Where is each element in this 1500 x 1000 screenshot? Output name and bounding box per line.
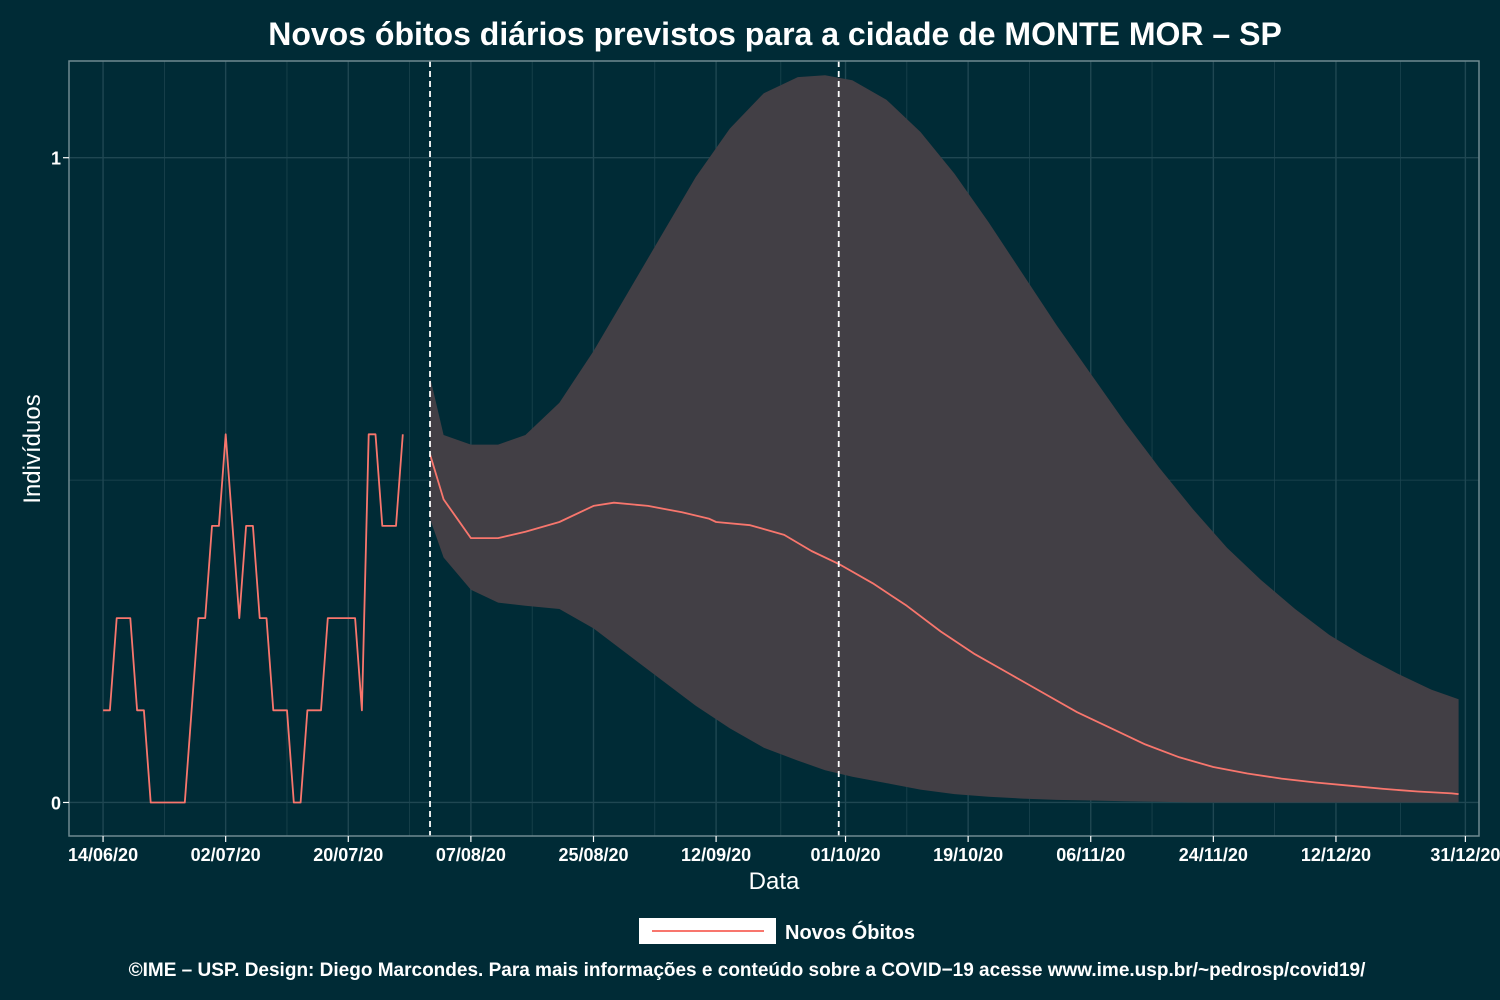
x-tick-label: 12/12/20 — [1301, 845, 1371, 865]
y-tick-label: 0 — [51, 793, 61, 813]
legend-label: Novos Óbitos — [785, 920, 915, 944]
x-tick-label: 02/07/20 — [191, 845, 261, 865]
confidence-band — [430, 75, 1459, 803]
x-tick-label: 01/10/20 — [810, 845, 880, 865]
series-lines — [103, 433, 1459, 804]
legend: Novos Óbitos — [639, 918, 915, 944]
x-tick-label: 14/06/20 — [68, 845, 138, 865]
y-axis-ticks: 01 — [51, 149, 69, 813]
x-tick-label: 19/10/20 — [933, 845, 1003, 865]
x-tick-label: 06/11/20 — [1056, 845, 1125, 865]
x-tick-label: 07/08/20 — [436, 845, 506, 865]
confidence-ribbon — [430, 75, 1459, 803]
x-axis-title: Data — [749, 868, 800, 895]
x-tick-label: 12/09/20 — [681, 845, 751, 865]
plot-panel-border — [68, 60, 1480, 837]
y-axis-title: Indivíduos — [19, 394, 46, 503]
chart-title: Novos óbitos diários previstos para a ci… — [268, 16, 1282, 52]
x-tick-label: 20/07/20 — [313, 845, 383, 865]
vertical-reference-lines — [429, 61, 840, 836]
x-tick-label: 24/11/20 — [1179, 845, 1248, 865]
x-tick-label: 25/08/20 — [558, 845, 628, 865]
x-tick-label: 31/12/20 — [1430, 845, 1500, 865]
observed-line — [103, 433, 404, 804]
footer-credit: ©IME – USP. Design: Diego Marcondes. Par… — [129, 960, 1366, 981]
forecast-line — [429, 454, 1459, 795]
x-axis-ticks: 14/06/20 02/07/20 20/07/20 07/08/20 25/08/20… — [68, 836, 1500, 865]
y-tick-label: 1 — [51, 149, 61, 169]
